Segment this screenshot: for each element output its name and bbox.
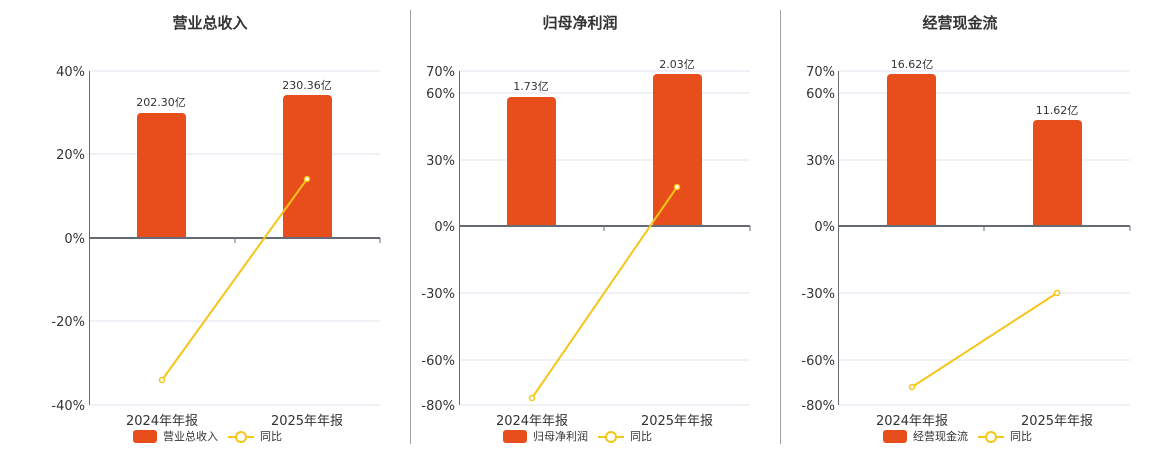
x-category-label: 2024年年报 <box>876 414 948 429</box>
y-tick: -30% <box>421 287 455 302</box>
y-tick: 60% <box>426 87 455 102</box>
line-legend-marker-icon[interactable] <box>978 430 1004 443</box>
chart-legend: 营业总收入 同比 <box>133 428 282 444</box>
panel-divider <box>780 10 781 444</box>
bar-value-label: 230.36亿 <box>282 79 332 92</box>
y-tick: 30% <box>426 154 455 169</box>
x-category-label: 2025年年报 <box>271 414 343 429</box>
legend-line-label[interactable]: 同比 <box>260 430 282 443</box>
y-tick: 40% <box>56 65 85 80</box>
x-category-label: 2025年年报 <box>1021 414 1093 429</box>
y-tick: -30% <box>801 287 835 302</box>
yoy-line <box>161 178 308 381</box>
bar-value-label: 1.73亿 <box>513 80 549 93</box>
y-tick: 70% <box>426 65 455 80</box>
bar-value-label: 202.30亿 <box>136 96 186 109</box>
x-category-label: 2024年年报 <box>496 414 568 429</box>
bar-2024[interactable] <box>507 97 556 226</box>
y-tick: 60% <box>806 87 835 102</box>
legend-bar-label[interactable]: 归母净利润 <box>533 430 588 443</box>
yoy-point-2024[interactable] <box>908 383 916 391</box>
yoy-point-2025[interactable] <box>303 175 311 183</box>
y-tick: 30% <box>806 154 835 169</box>
chart-panel-revenue: 营业总收入 40% 20% 0% -20% -40% 202.30亿 230.3… <box>0 0 410 450</box>
chart-title: 营业总收入 <box>172 14 248 32</box>
yoy-point-2024[interactable] <box>158 376 166 384</box>
bar-2025[interactable] <box>1033 120 1082 226</box>
line-legend-marker-icon[interactable] <box>598 430 624 443</box>
y-tick: 20% <box>56 148 85 163</box>
y-tick: 0% <box>814 220 835 235</box>
legend-line-label[interactable]: 同比 <box>1010 430 1032 443</box>
legend-bar-label[interactable]: 营业总收入 <box>163 430 218 443</box>
chart-title: 经营现金流 <box>922 14 998 32</box>
y-tick: 0% <box>64 232 85 247</box>
yoy-line <box>911 292 1058 388</box>
chart-panel-operating-cash-flow: 经营现金流 70% 60% 30% 0% -30% -60% -80% 16.6… <box>780 0 1160 450</box>
x-category-label: 2025年年报 <box>641 414 713 429</box>
bar-2024[interactable] <box>137 113 186 238</box>
chart-legend: 经营现金流 同比 <box>883 428 1032 444</box>
legend-line-label[interactable]: 同比 <box>630 430 652 443</box>
bar-2025[interactable] <box>653 74 702 226</box>
bar-legend-swatch-icon[interactable] <box>503 429 527 443</box>
y-tick: -60% <box>421 354 455 369</box>
y-tick: -60% <box>801 354 835 369</box>
bar-legend-swatch-icon[interactable] <box>133 429 157 443</box>
yoy-point-2025[interactable] <box>1053 289 1061 297</box>
chart-legend: 归母净利润 同比 <box>503 428 652 444</box>
bar-value-label: 2.03亿 <box>659 58 695 71</box>
legend-bar-label[interactable]: 经营现金流 <box>913 430 968 443</box>
line-legend-marker-icon[interactable] <box>228 430 254 443</box>
chart-plot-operating-cash-flow: 70% 60% 30% 0% -30% -60% -80% 16.62亿 11.… <box>801 58 1131 429</box>
chart-plot-revenue: 40% 20% 0% -20% -40% 202.30亿 230.36亿 202… <box>51 65 381 429</box>
y-tick: -40% <box>51 399 85 414</box>
bar-2025[interactable] <box>283 95 332 238</box>
y-tick: 70% <box>806 65 835 80</box>
y-tick: -80% <box>801 399 835 414</box>
y-tick: -20% <box>51 315 85 330</box>
yoy-point-2025[interactable] <box>673 183 681 191</box>
y-tick: -80% <box>421 399 455 414</box>
chart-plot-net-profit: 70% 60% 30% 0% -30% -60% -80% 1.73亿 2.03… <box>421 58 751 429</box>
chart-panel-net-profit: 归母净利润 70% 60% 30% 0% -30% -60% -80% 1.73… <box>410 0 780 450</box>
x-category-label: 2024年年报 <box>126 414 198 429</box>
yoy-line <box>531 186 678 399</box>
bar-value-label: 11.62亿 <box>1036 104 1079 117</box>
chart-title: 归母净利润 <box>542 14 618 32</box>
bar-2024[interactable] <box>887 74 936 226</box>
y-tick: 0% <box>434 220 455 235</box>
bar-value-label: 16.62亿 <box>891 58 934 71</box>
panel-divider <box>410 10 411 444</box>
bar-legend-swatch-icon[interactable] <box>883 429 907 443</box>
yoy-point-2024[interactable] <box>528 394 536 402</box>
